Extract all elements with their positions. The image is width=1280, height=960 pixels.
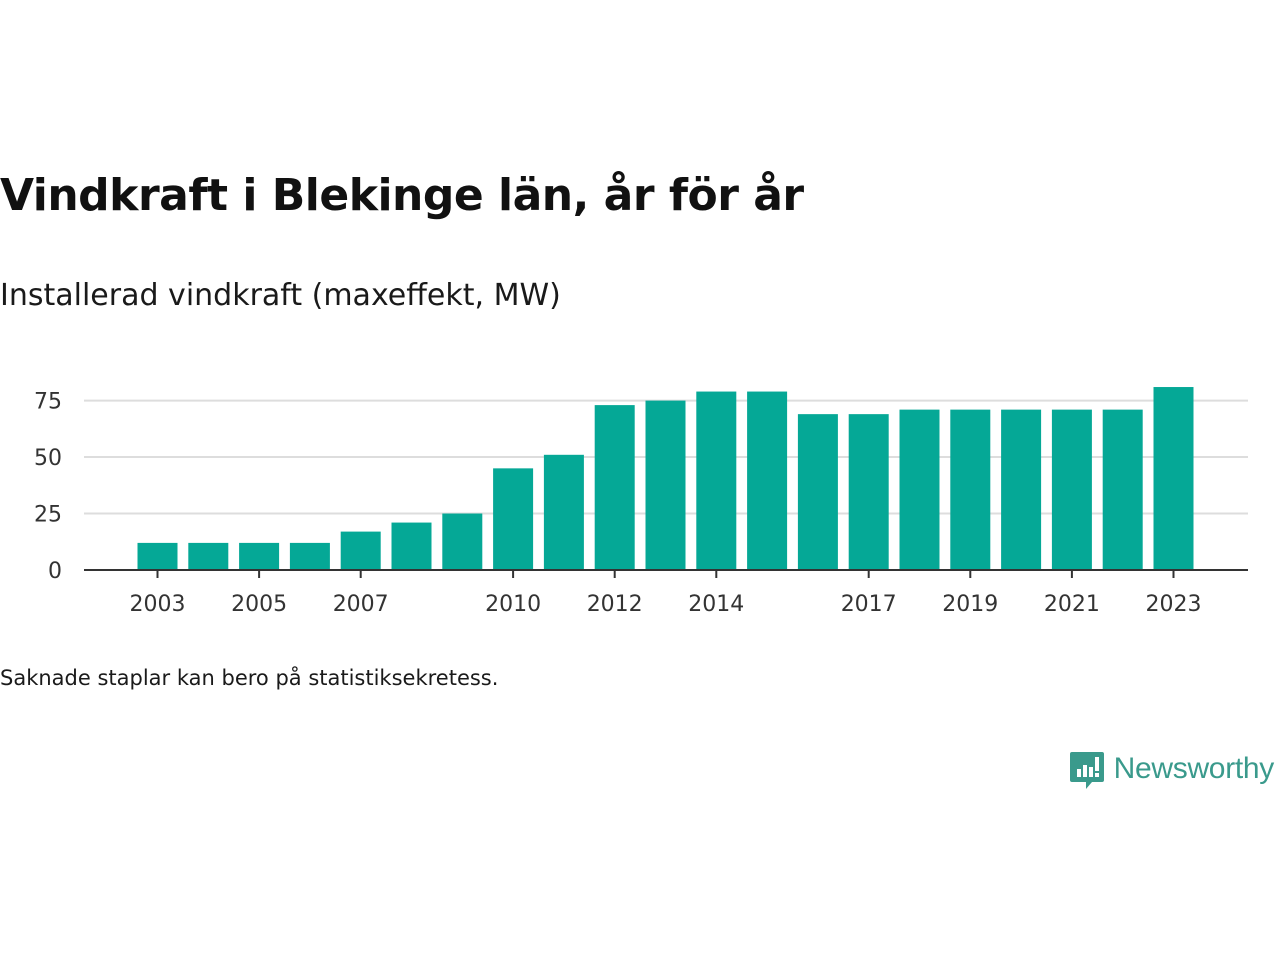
x-tick-label: 2012 — [587, 592, 643, 617]
chart-title: Vindkraft i Blekinge län, år för år — [0, 170, 804, 221]
bar-2004 — [188, 542, 229, 570]
x-tick-label: 2005 — [231, 592, 287, 617]
footnote: Saknade staplar kan bero på statistiksek… — [0, 666, 499, 690]
bar-2016 — [797, 414, 838, 570]
bar-2008 — [391, 522, 432, 570]
bar-2005 — [239, 542, 280, 570]
bar-2010 — [493, 468, 534, 570]
bar-2018 — [899, 409, 940, 570]
x-tick-label: 2003 — [130, 592, 186, 617]
bar-2007 — [340, 531, 381, 570]
x-tick-label: 2023 — [1146, 592, 1202, 617]
y-tick-labels: 0 25 50 75 — [34, 390, 62, 584]
x-tick-label: 2007 — [333, 592, 389, 617]
bar-2006 — [289, 542, 330, 570]
bar-2012 — [594, 405, 635, 570]
bar-2015 — [747, 391, 788, 570]
bar-2023 — [1153, 387, 1194, 570]
bar-2022 — [1102, 409, 1143, 570]
bar-2003 — [137, 542, 178, 570]
chart-subtitle: Installerad vindkraft (maxeffekt, MW) — [0, 278, 561, 313]
brand-name: Newsworthy — [1113, 752, 1275, 785]
x-tick-labels: 2003 2005 2007 2010 2012 2014 2017 2019 2021 2023 — [130, 592, 1202, 617]
x-tick-label: 2021 — [1044, 592, 1100, 617]
bar-chart: 0 25 50 75 2003 2005 2007 2010 2012 2014 2017 2019… — [34, 387, 1248, 617]
x-tick-label: 2019 — [942, 592, 998, 617]
y-tick-label: 0 — [48, 559, 62, 584]
bar-2014 — [696, 391, 737, 570]
newsworthy-logo-icon — [1069, 752, 1104, 789]
y-tick-label: 50 — [34, 446, 62, 471]
y-tick-label: 25 — [34, 503, 62, 528]
x-ticks — [156, 570, 1175, 578]
x-tick-label: 2017 — [841, 592, 897, 617]
bar-2021 — [1051, 409, 1092, 570]
bar-2011 — [543, 454, 584, 570]
bar-2013 — [645, 400, 686, 570]
bar-2020 — [1001, 409, 1042, 570]
bars — [137, 387, 1194, 570]
x-tick-label: 2010 — [485, 592, 541, 617]
y-tick-label: 75 — [34, 390, 62, 415]
bar-2017 — [848, 414, 889, 570]
bar-2019 — [950, 409, 991, 570]
newsworthy-brand: Newsworthy — [1069, 748, 1275, 790]
bar-2009 — [442, 513, 483, 570]
x-tick-label: 2014 — [688, 592, 744, 617]
